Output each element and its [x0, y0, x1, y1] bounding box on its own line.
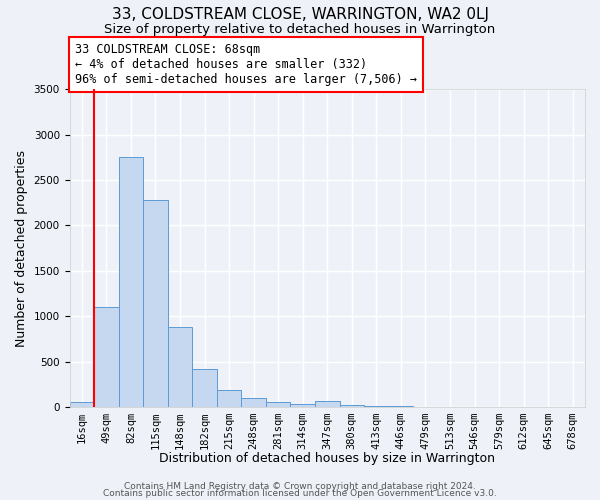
Text: Contains HM Land Registry data © Crown copyright and database right 2024.: Contains HM Land Registry data © Crown c… — [124, 482, 476, 491]
Bar — [192, 369, 217, 407]
Bar — [364, 406, 389, 407]
Text: 33, COLDSTREAM CLOSE, WARRINGTON, WA2 0LJ: 33, COLDSTREAM CLOSE, WARRINGTON, WA2 0L… — [112, 8, 488, 22]
Bar — [217, 390, 241, 407]
Bar — [168, 327, 192, 407]
Y-axis label: Number of detached properties: Number of detached properties — [15, 150, 28, 346]
Bar — [143, 200, 168, 407]
Text: 33 COLDSTREAM CLOSE: 68sqm
← 4% of detached houses are smaller (332)
96% of semi: 33 COLDSTREAM CLOSE: 68sqm ← 4% of detac… — [74, 43, 416, 86]
Bar — [119, 158, 143, 407]
Bar — [266, 402, 290, 407]
Text: Contains public sector information licensed under the Open Government Licence v3: Contains public sector information licen… — [103, 490, 497, 498]
Bar — [340, 405, 364, 407]
X-axis label: Distribution of detached houses by size in Warrington: Distribution of detached houses by size … — [159, 452, 495, 465]
Bar — [315, 401, 340, 407]
Bar — [241, 398, 266, 407]
Bar — [94, 307, 119, 407]
Text: Size of property relative to detached houses in Warrington: Size of property relative to detached ho… — [104, 22, 496, 36]
Bar — [70, 402, 94, 407]
Bar — [290, 404, 315, 407]
